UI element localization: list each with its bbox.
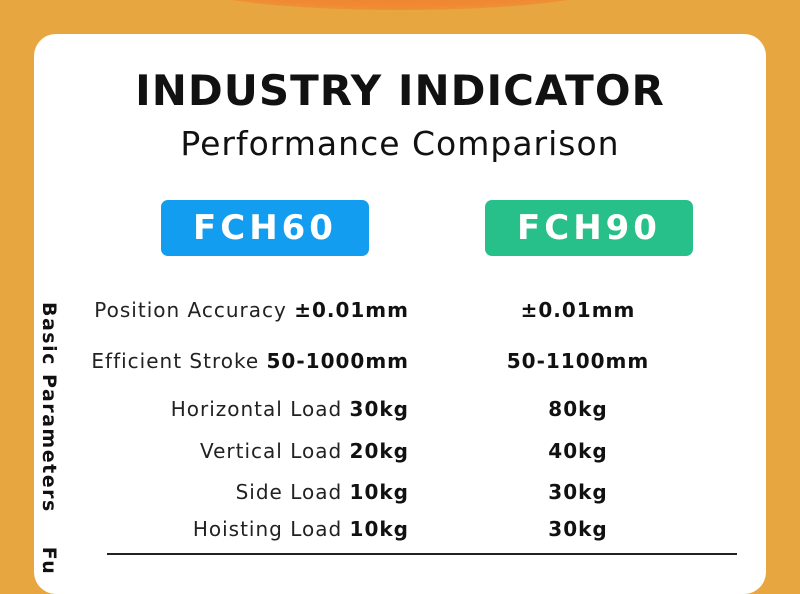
spec-label: Horizontal Load 30kg [171,397,409,421]
spec-name: Side Load [235,480,343,504]
spec-value-fch90: 80kg [548,397,608,421]
spec-label: Efficient Stroke 50-1000mm [91,349,409,373]
model-badge-fch90: FCH90 [485,200,693,256]
spec-label: Hoisting Load 10kg [193,517,409,541]
spec-name: Efficient Stroke [91,349,260,373]
section-label-vertical: Basic Parameters Fu [38,302,60,575]
spec-name: Vertical Load [199,439,343,463]
spec-value-fch90: 40kg [548,439,608,463]
spec-value-fch90: 30kg [548,480,608,504]
spec-label: Vertical Load 20kg [200,439,409,463]
spec-value-fch90: 50-1100mm [506,349,650,373]
table-divider [107,553,737,555]
model-badge-fch60: FCH60 [161,200,369,256]
spec-value-fch60: 50-1000mm [266,349,409,373]
section-label-next-partial: Fu [38,546,60,576]
spec-value-fch60: 20kg [349,439,409,463]
spec-value-fch60: 10kg [349,480,409,504]
content-card [34,34,766,594]
spec-label: Side Load 10kg [236,480,409,504]
spec-name: Hoisting Load [192,517,343,541]
spec-name: Position Accuracy [94,298,287,322]
spec-value-fch60: 30kg [349,397,409,421]
page-title: INDUSTRY INDICATOR [135,66,665,115]
spec-value-fch90: 30kg [548,517,608,541]
spec-label: Position Accuracy ±0.01mm [94,298,409,322]
spec-value-fch90: ±0.01mm [520,298,636,322]
spec-name: Horizontal Load [170,397,343,421]
top-decoration [190,0,610,10]
spec-value-fch60: 10kg [349,517,409,541]
spec-value-fch60: ±0.01mm [294,298,409,322]
page-subtitle: Performance Comparison [180,124,620,163]
section-label-basic-parameters: Basic Parameters [38,302,60,513]
